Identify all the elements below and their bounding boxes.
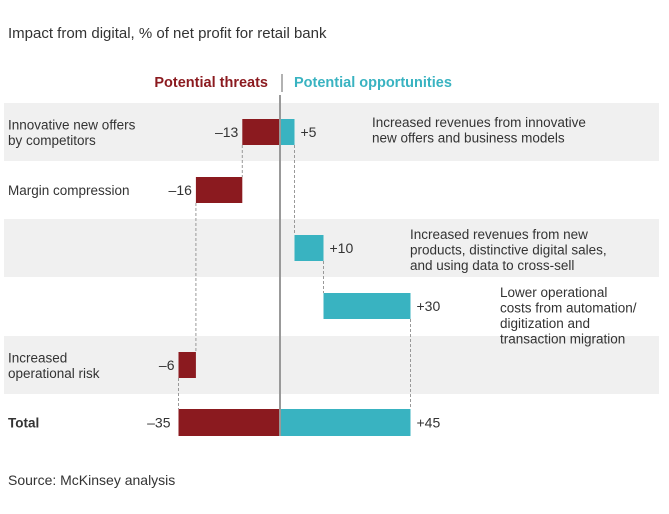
row-band [4, 103, 659, 161]
row-right-label: Increased revenues from new [410, 227, 588, 242]
opportunity-bar [323, 293, 411, 319]
row-left-label: Increased [8, 350, 67, 365]
opportunity-value-label: +5 [301, 124, 317, 140]
row-band [4, 219, 659, 277]
threat-value-label: –6 [159, 357, 175, 373]
threat-bar [195, 177, 243, 203]
row-right-label: transaction migration [500, 332, 625, 347]
source-note: Source: McKinsey analysis [8, 472, 175, 488]
threat-bar [242, 119, 280, 145]
row-left-label: operational risk [8, 366, 100, 381]
legend-opportunities: Potential opportunities [294, 75, 452, 91]
row-right-label: Lower operational [500, 285, 607, 300]
row-right-label: and using data to cross-sell [410, 258, 574, 273]
row-right-label: Increased revenues from innovative [372, 115, 586, 130]
row-right-label: costs from automation/ [500, 301, 637, 316]
total-label: Total [8, 416, 39, 431]
row-left-label: Margin compression [8, 183, 130, 198]
opportunity-bar [294, 235, 324, 261]
row-left-label: by competitors [8, 133, 96, 148]
total-threat-bar [178, 409, 280, 436]
total-opportunity-bar [280, 409, 411, 436]
row-right-label: new offers and business models [372, 131, 565, 146]
total-threat-value-label: –35 [147, 415, 171, 431]
total-opportunity-value-label: +45 [417, 415, 441, 431]
legend-threats: Potential threats [154, 75, 268, 91]
row-right-label: digitization and [500, 316, 590, 331]
row-right-label: products, distinctive digital sales, [410, 243, 607, 258]
chart-title: Impact from digital, % of net profit for… [8, 25, 327, 42]
opportunity-value-label: +10 [330, 240, 354, 256]
row-left-label: Innovative new offers [8, 117, 136, 132]
threat-bar [178, 352, 196, 378]
opportunity-value-label: +30 [417, 298, 441, 314]
opportunity-bar [280, 119, 295, 145]
threat-value-label: –16 [169, 182, 193, 198]
row-band [4, 336, 659, 394]
threat-value-label: –13 [215, 124, 239, 140]
